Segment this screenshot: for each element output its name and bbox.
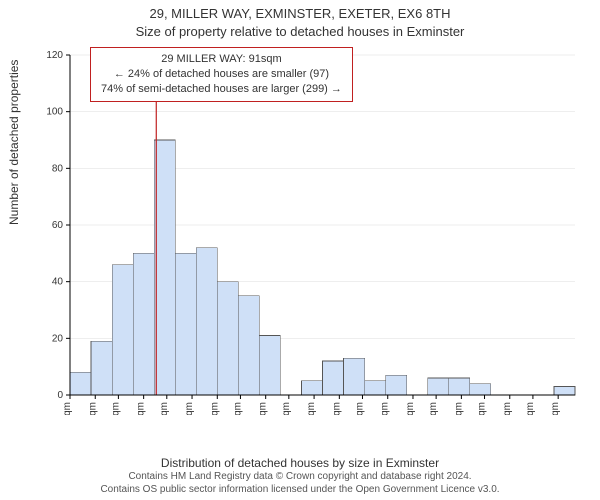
svg-text:131sqm: 131sqm [232, 402, 243, 415]
svg-text:259sqm: 259sqm [502, 402, 513, 415]
svg-text:143sqm: 143sqm [258, 402, 269, 415]
svg-text:166sqm: 166sqm [306, 402, 317, 415]
svg-text:85sqm: 85sqm [136, 402, 147, 415]
svg-text:270sqm: 270sqm [525, 402, 536, 415]
svg-text:120: 120 [46, 50, 63, 61]
svg-text:73sqm: 73sqm [110, 402, 121, 415]
title-main: 29, MILLER WAY, EXMINSTER, EXETER, EX6 8… [0, 6, 600, 21]
svg-text:80: 80 [52, 163, 64, 174]
footer-line1: Contains HM Land Registry data © Crown c… [0, 471, 600, 484]
annotation-line3: 74% of semi-detached houses are larger (… [101, 82, 342, 97]
annotation-line2: ← 24% of detached houses are smaller (97… [101, 67, 342, 82]
svg-text:189sqm: 189sqm [354, 402, 365, 415]
svg-text:62sqm: 62sqm [87, 402, 98, 415]
svg-text:0: 0 [57, 390, 63, 401]
svg-text:20: 20 [52, 333, 64, 344]
svg-text:224sqm: 224sqm [428, 402, 439, 415]
annotation-box: 29 MILLER WAY: 91sqm ← 24% of detached h… [90, 47, 353, 102]
annotation-line1: 29 MILLER WAY: 91sqm [101, 52, 342, 67]
y-axis-label: Number of detached properties [7, 60, 21, 225]
svg-text:282sqm: 282sqm [550, 402, 561, 415]
svg-text:40: 40 [52, 277, 64, 288]
svg-text:154sqm: 154sqm [281, 402, 292, 415]
svg-text:247sqm: 247sqm [477, 402, 488, 415]
svg-text:236sqm: 236sqm [453, 402, 464, 415]
svg-text:108sqm: 108sqm [184, 402, 195, 415]
svg-text:201sqm: 201sqm [380, 402, 391, 415]
svg-text:178sqm: 178sqm [331, 402, 342, 415]
svg-text:120sqm: 120sqm [209, 402, 220, 415]
x-axis-label: Distribution of detached houses by size … [0, 456, 600, 470]
svg-text:96sqm: 96sqm [159, 402, 170, 415]
svg-text:100: 100 [46, 107, 63, 118]
svg-text:60: 60 [52, 220, 64, 231]
footer-credits: Contains HM Land Registry data © Crown c… [0, 471, 600, 496]
footer-line2: Contains OS public sector information li… [0, 484, 600, 497]
svg-text:50sqm: 50sqm [62, 402, 73, 415]
svg-text:213sqm: 213sqm [405, 402, 416, 415]
title-sub: Size of property relative to detached ho… [0, 24, 600, 39]
